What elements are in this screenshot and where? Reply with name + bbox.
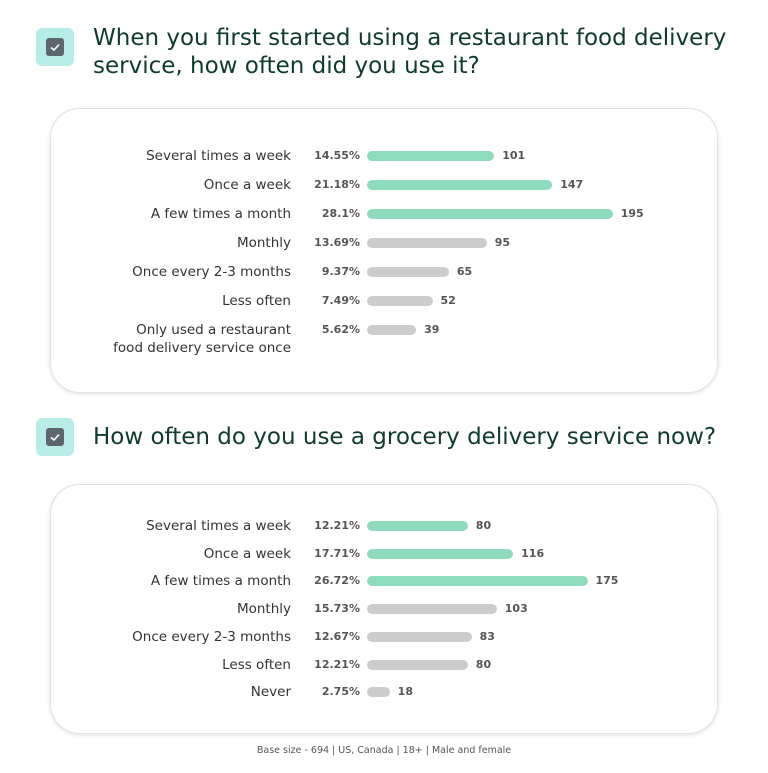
check-glyph bbox=[50, 433, 60, 442]
share-label: 14.55% bbox=[314, 149, 360, 162]
category-label: Monthly bbox=[236, 235, 291, 251]
share-label: 21.18% bbox=[314, 178, 360, 191]
share-label: 12.21% bbox=[314, 657, 360, 671]
bar bbox=[367, 576, 588, 587]
category-label: Once every 2-3 months bbox=[132, 628, 291, 645]
category-label: Once a week bbox=[203, 545, 291, 562]
category-label: Once every 2-3 months bbox=[132, 264, 291, 280]
value-label: 116 bbox=[521, 546, 545, 560]
share-label: 2.75% bbox=[321, 685, 360, 699]
category-label: Once a week bbox=[203, 177, 291, 193]
share-label: 13.69% bbox=[314, 236, 360, 249]
value-label: 80 bbox=[475, 519, 492, 532]
bar bbox=[367, 238, 487, 248]
chart-title: When you first started using a restauran… bbox=[93, 25, 727, 79]
chart-title: How often do you use a grocery delivery … bbox=[93, 424, 717, 450]
category-label: Never bbox=[250, 684, 291, 701]
share-label: 28.1% bbox=[321, 207, 360, 220]
value-label: 95 bbox=[494, 236, 510, 249]
checkbox-icon bbox=[36, 418, 74, 456]
share-label: 7.49% bbox=[321, 294, 360, 307]
value-label: 80 bbox=[475, 657, 492, 671]
bar bbox=[367, 209, 613, 219]
footer: Base size - 694 | US, Canada | 18+ | Mal… bbox=[256, 745, 512, 756]
value-label: 147 bbox=[560, 178, 584, 191]
share-label: 12.21% bbox=[314, 519, 360, 532]
category-label: Several times a week bbox=[146, 518, 291, 534]
bar bbox=[367, 631, 472, 642]
bar bbox=[367, 548, 514, 559]
share-label: 9.37% bbox=[321, 265, 360, 278]
value-label: 103 bbox=[504, 602, 528, 616]
category-label: Only used a restaurant food delivery ser… bbox=[113, 322, 291, 356]
category-label: A few times a month bbox=[150, 206, 291, 222]
value-label: 39 bbox=[424, 323, 440, 336]
share-label: 26.72% bbox=[314, 574, 360, 588]
category-label: Less often bbox=[222, 656, 291, 673]
bar bbox=[367, 151, 495, 161]
category-label: Several times a week bbox=[146, 148, 291, 164]
category-label: A few times a month bbox=[150, 573, 291, 590]
checkbox-icon bbox=[36, 28, 74, 66]
bar bbox=[367, 180, 553, 190]
check-mark bbox=[46, 428, 64, 446]
check-mark bbox=[46, 38, 64, 56]
value-label: 65 bbox=[456, 265, 473, 278]
share-label: 5.62% bbox=[321, 323, 360, 336]
bar bbox=[367, 687, 390, 698]
share-label: 17.71% bbox=[314, 546, 360, 560]
bar bbox=[367, 296, 433, 306]
value-label: 18 bbox=[397, 685, 413, 699]
bar bbox=[367, 659, 468, 670]
bar bbox=[367, 521, 468, 531]
category-label: Less often bbox=[222, 293, 291, 309]
share-label: 12.67% bbox=[314, 629, 360, 643]
value-label: 83 bbox=[479, 629, 495, 643]
value-label: 175 bbox=[595, 574, 619, 588]
category-label: Monthly bbox=[236, 601, 291, 618]
share-label: 15.73% bbox=[314, 602, 360, 616]
value-label: 195 bbox=[620, 207, 644, 220]
value-label: 101 bbox=[502, 149, 526, 162]
bar bbox=[367, 325, 417, 335]
check-glyph bbox=[50, 43, 60, 52]
bar bbox=[367, 604, 497, 615]
value-label: 52 bbox=[440, 294, 456, 307]
bar bbox=[367, 267, 449, 277]
